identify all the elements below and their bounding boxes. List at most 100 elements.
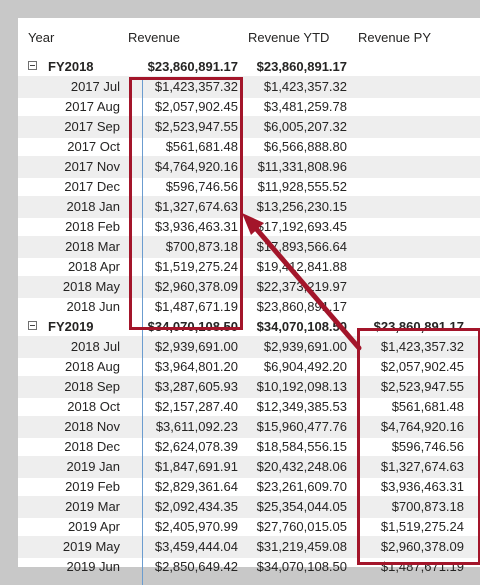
cell-revenue-ytd: $11,331,808.96 <box>257 159 347 174</box>
row-month: 2018 Apr <box>67 259 120 274</box>
cell-revenue-py: $2,523,947.55 <box>380 379 464 394</box>
table-row[interactable]: 2018 Mar $700,873.18 $17,893,566.64 <box>18 236 480 258</box>
cell-revenue-ytd: $23,261,609.70 <box>256 479 347 494</box>
cell-revenue-ytd: $10,192,098.13 <box>256 379 347 394</box>
cell-revenue: $2,523,947.55 <box>154 119 238 134</box>
cell-revenue: $3,964,801.20 <box>154 359 238 374</box>
arrow-annotation <box>242 213 362 351</box>
cell-revenue-ytd: $2,939,691.00 <box>263 339 347 354</box>
cell-revenue: $2,057,902.45 <box>154 99 238 114</box>
row-month: 2017 Dec <box>64 179 120 194</box>
cell-revenue: $1,423,357.32 <box>154 79 238 94</box>
row-month: 2018 Sep <box>64 379 120 394</box>
cell-revenue-py: $2,960,378.09 <box>380 539 464 554</box>
cell-revenue: $1,487,671.19 <box>154 299 238 314</box>
table-row[interactable]: 2018 Jan $1,327,674.63 $13,256,230.15 <box>18 196 480 218</box>
cell-revenue-py: $561,681.48 <box>391 399 464 414</box>
cell-revenue-ytd: $18,584,556.15 <box>256 439 347 454</box>
table-row[interactable]: 2018 Nov $3,611,092.23 $15,960,477.76 $4,76… <box>18 416 480 438</box>
cell-revenue: $3,459,444.04 <box>154 539 238 554</box>
cell-revenue: $2,624,078.39 <box>154 439 238 454</box>
group-total-revenue: $34,070,108.50 <box>147 319 238 334</box>
row-month: 2017 Oct <box>67 139 120 154</box>
cell-revenue: $2,829,361.64 <box>154 479 238 494</box>
table-row[interactable]: 2019 Feb $2,829,361.64 $23,261,609.70 $3,93… <box>18 476 480 498</box>
table-row[interactable]: 2018 Oct $2,157,287.40 $12,349,385.53 $561,… <box>18 396 480 418</box>
cell-revenue: $3,287,605.93 <box>154 379 238 394</box>
row-month: 2017 Jul <box>70 79 120 94</box>
cell-revenue-ytd: $31,219,459.08 <box>256 539 347 554</box>
cell-revenue-ytd: $6,566,888.80 <box>263 139 347 154</box>
cell-revenue-py: $2,057,902.45 <box>380 359 464 374</box>
row-month: 2018 Feb <box>65 219 120 234</box>
cell-revenue-ytd: $6,904,492.20 <box>263 359 347 374</box>
group-total-revenue: $23,860,891.17 <box>147 59 238 74</box>
table-row[interactable]: 2019 May $3,459,444.04 $31,219,459.08 $2,96… <box>18 536 480 558</box>
row-month: 2017 Nov <box>64 159 120 174</box>
table-row[interactable]: 2018 May $2,960,378.09 $22,373,219.97 <box>18 276 480 298</box>
group-total-revenue-ytd: $23,860,891.17 <box>256 59 347 74</box>
table-row[interactable]: 2018 Jul $2,939,691.00 $2,939,691.00 $1,423… <box>18 336 480 358</box>
group-row-fy2018[interactable]: FY2018 $23,860,891.17 $23,860,891.17 <box>18 56 480 78</box>
cell-revenue: $3,936,463.31 <box>154 219 238 234</box>
collapse-toggle-icon[interactable] <box>28 61 37 70</box>
collapse-toggle-icon[interactable] <box>28 321 37 330</box>
table-row[interactable]: 2018 Aug $3,964,801.20 $6,904,492.20 $2,057… <box>18 356 480 378</box>
row-month: 2017 Sep <box>64 119 120 134</box>
cell-revenue-py: $1,519,275.24 <box>380 519 464 534</box>
table-row[interactable]: 2017 Sep $2,523,947.55 $6,005,207.32 <box>18 116 480 138</box>
table-row[interactable]: 2017 Aug $2,057,902.45 $3,481,259.78 <box>18 96 480 118</box>
table-row[interactable]: 2019 Jan $1,847,691.91 $20,432,248.06 $1,32… <box>18 456 480 478</box>
cell-revenue-py: $700,873.18 <box>391 499 464 514</box>
table-row[interactable]: 2019 Mar $2,092,434.35 $25,354,044.05 $700,… <box>18 496 480 518</box>
cell-revenue-py: $1,423,357.32 <box>380 339 464 354</box>
arrow-head-icon <box>242 213 264 235</box>
cell-revenue-py: $3,936,463.31 <box>380 479 464 494</box>
group-label: FY2019 <box>48 319 94 334</box>
arrow-line <box>250 222 362 351</box>
cell-revenue: $700,873.18 <box>165 239 238 254</box>
table-row[interactable]: 2018 Apr $1,519,275.24 $19,412,841.88 <box>18 256 480 278</box>
table-row[interactable]: 2017 Nov $4,764,920.16 $11,331,808.96 <box>18 156 480 178</box>
cell-revenue-ytd: $15,960,477.76 <box>256 419 347 434</box>
table-row[interactable]: 2017 Dec $596,746.56 $11,928,555.52 <box>18 176 480 198</box>
cell-revenue-ytd: $12,349,385.53 <box>256 399 347 414</box>
cell-revenue-ytd: $20,432,248.06 <box>256 459 347 474</box>
cell-revenue: $3,611,092.23 <box>155 419 238 434</box>
group-label: FY2018 <box>48 59 94 74</box>
row-month: 2017 Aug <box>65 99 120 114</box>
cell-revenue-ytd: $27,760,015.05 <box>256 519 347 534</box>
cell-revenue: $561,681.48 <box>165 139 238 154</box>
table-row[interactable]: 2018 Sep $3,287,605.93 $10,192,098.13 $2,52… <box>18 376 480 398</box>
cell-revenue: $596,746.56 <box>165 179 238 194</box>
cell-revenue: $1,519,275.24 <box>154 259 238 274</box>
table-row[interactable]: 2019 Apr $2,405,970.99 $27,760,015.05 $1,51… <box>18 516 480 538</box>
column-header-year[interactable]: Year <box>28 30 55 45</box>
row-month: 2018 Dec <box>64 439 120 454</box>
cell-revenue: $4,764,920.16 <box>154 159 238 174</box>
cell-revenue: $1,327,674.63 <box>154 199 238 214</box>
cell-revenue-ytd: $13,256,230.15 <box>256 199 347 214</box>
row-month: 2018 Mar <box>65 239 120 254</box>
cell-revenue: $1,847,691.91 <box>154 459 238 474</box>
table-row[interactable]: 2018 Feb $3,936,463.31 $17,192,693.45 <box>18 216 480 238</box>
column-header-revenue-ytd[interactable]: Revenue YTD <box>248 30 330 45</box>
row-month: 2018 Aug <box>65 359 120 374</box>
row-month: 2018 Jun <box>66 299 121 314</box>
cell-revenue-ytd: $6,005,207.32 <box>263 119 347 134</box>
matrix-visual: Year Revenue Revenue YTD Revenue PY FY20… <box>18 18 480 585</box>
row-month: 2018 Jul <box>70 339 120 354</box>
cell-revenue-ytd: $19,412,841.88 <box>256 259 347 274</box>
row-month: 2018 Nov <box>64 419 120 434</box>
column-header-revenue-py[interactable]: Revenue PY <box>358 30 431 45</box>
table-row[interactable]: 2017 Oct $561,681.48 $6,566,888.80 <box>18 136 480 158</box>
row-month: 2018 Oct <box>67 399 120 414</box>
table-row[interactable]: 2018 Dec $2,624,078.39 $18,584,556.15 $596,… <box>18 436 480 458</box>
cell-revenue-ytd: $25,354,044.05 <box>256 499 347 514</box>
row-header-divider <box>142 78 143 585</box>
cell-revenue: $2,939,691.00 <box>154 339 238 354</box>
column-header-revenue[interactable]: Revenue <box>128 30 181 45</box>
row-month: 2019 May <box>62 539 120 554</box>
table-row[interactable]: 2017 Jul $1,423,357.32 $1,423,357.32 <box>18 76 480 98</box>
cell-revenue: $2,092,434.35 <box>154 499 238 514</box>
